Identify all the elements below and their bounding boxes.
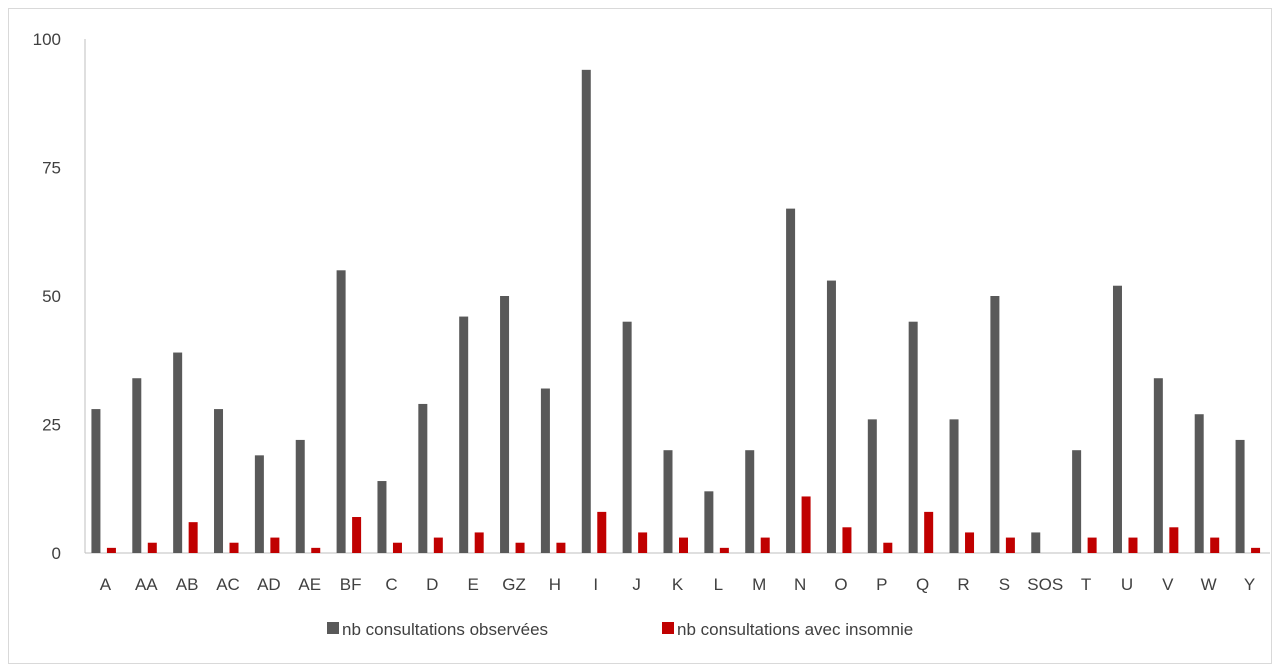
bar-insomnia [147,542,157,553]
bar-insomnia [965,532,975,553]
x-tick-label: M [752,575,766,594]
bar-observed [295,439,305,553]
x-tick-label: I [593,575,598,594]
bar-observed [867,419,877,553]
bar-insomnia [679,537,688,553]
x-tick-label: V [1162,575,1174,594]
bar-observed [826,280,836,553]
bar-observed [1235,439,1245,553]
bar-observed [704,491,714,553]
bar-insomnia [474,532,484,553]
x-tick-label: U [1121,575,1133,594]
x-tick-label: BF [340,575,362,594]
x-tick-label: S [999,575,1010,594]
x-tick-label: A [100,575,112,594]
bar-insomnia [556,542,566,553]
x-tick-label: AD [257,575,281,594]
bar-observed [990,296,1000,553]
bar-insomnia [883,542,893,553]
x-tick-label: K [672,575,684,594]
legend-swatch [327,622,339,634]
bar-insomnia [719,547,729,553]
bar-observed [1112,285,1122,553]
x-tick-label: W [1201,575,1217,594]
y-tick-label: 25 [42,416,61,435]
bar-insomnia [801,496,811,553]
bar-observed [1194,414,1204,553]
bar-insomnia [760,537,770,553]
legend: nb consultations observées nb consultatio… [327,620,913,639]
x-tick-label: C [385,575,397,594]
bar-observed [377,481,387,553]
bar-observed [622,321,632,553]
y-tick-label: 0 [52,544,61,563]
bar-insomnia [1169,527,1179,553]
bar-observed [745,450,755,553]
x-tick-label: P [876,575,887,594]
x-tick-label: AC [216,575,240,594]
bar-insomnia [106,547,116,553]
x-tick-label: L [714,575,723,594]
bar-insomnia [924,511,934,553]
bar-observed [786,208,796,553]
x-tick-label: R [957,575,969,594]
x-tick-label: AE [298,575,321,594]
y-tick-label: 75 [42,159,61,178]
x-tick-label: AA [135,575,158,594]
bar-insomnia [188,522,198,553]
bar-insomnia [1128,537,1138,553]
x-tick-label: AB [176,575,199,594]
bar-observed [1072,450,1082,553]
chart-area: 0 25 50 75 100 A AA AB AC AD AE BF C D E GZ H I J K L M N O P Q R S… [8,8,1272,664]
bar-insomnia [270,537,280,553]
bar-observed [1153,378,1163,553]
bar-observed [336,270,346,553]
bar-insomnia [1251,547,1261,553]
x-tick-label: H [549,575,561,594]
x-tick-label: D [426,575,438,594]
bar-insomnia [1210,537,1220,553]
legend-label: nb consultations avec insomnie [677,620,913,639]
legend-label: nb consultations observées [342,620,548,639]
bar-observed [214,409,224,553]
bar-observed [132,378,142,553]
x-tick-label: GZ [502,575,526,594]
x-tick-label: N [794,575,806,594]
bar-insomnia [392,542,402,553]
bar-insomnia [842,527,852,553]
bar-insomnia [352,517,362,553]
bar-observed [459,316,469,553]
x-tick-label: E [468,575,479,594]
bar-observed [418,403,428,553]
x-tick-label: SOS [1027,575,1063,594]
bar-observed [173,352,183,553]
bar-observed [254,455,264,553]
x-tick-label: T [1081,575,1091,594]
x-tick-label: Y [1244,575,1255,594]
y-tick-label: 50 [42,287,61,306]
bar-observed [1031,532,1041,553]
bar-insomnia [597,511,607,553]
x-tick-label: J [632,575,641,594]
x-tick-label: O [834,575,847,594]
bar-insomnia [515,542,525,553]
bar-observed [91,409,101,553]
legend-swatch [662,622,674,634]
bar-observed [663,450,673,553]
bar-observed [949,419,959,553]
bar-insomnia [311,547,321,553]
y-tick-label: 100 [33,30,61,49]
bar-observed [500,296,510,553]
bar-observed [908,321,918,553]
bar-insomnia [638,532,648,553]
bar-insomnia [1087,537,1097,553]
bar-observed [540,388,550,553]
bar-insomnia [1005,537,1015,553]
bar-insomnia [433,537,443,553]
x-tick-label: Q [916,575,929,594]
bar-observed [581,69,591,553]
bar-insomnia [229,542,239,553]
